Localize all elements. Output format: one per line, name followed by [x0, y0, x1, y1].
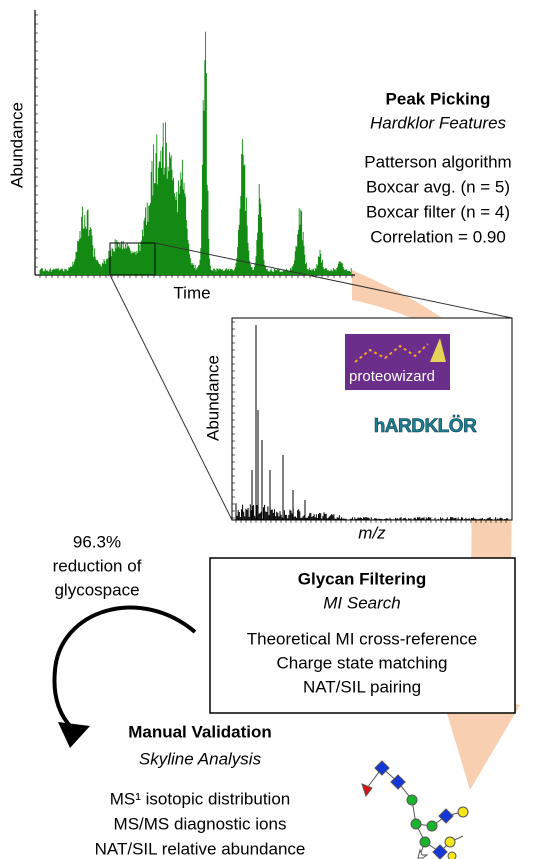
spectrum-ticks — [232, 321, 507, 523]
chromatogram-peaks — [39, 31, 352, 275]
chromatogram-trace — [39, 31, 352, 275]
manual-validation-line: MS¹ isotopic distribution — [110, 789, 290, 808]
zoom-line — [154, 242, 513, 319]
spectrum-y-label: Abundance — [203, 355, 222, 441]
manual-validation-line: MS/MS diagnostic ions — [114, 814, 287, 833]
manual-validation-subtitle: Skyline Analysis — [139, 749, 262, 768]
reduction-text: reduction of — [53, 556, 142, 575]
chrom-y-label: Abundance — [7, 102, 26, 188]
peak-picking-title: Peak Picking — [386, 89, 491, 108]
glycan-filtering-subtitle: MI Search — [323, 593, 400, 612]
glycan-filtering-box — [209, 557, 516, 714]
peak-picking-subtitle: Hardklor Features — [370, 113, 507, 132]
manual-validation-title: Manual Validation — [128, 722, 272, 741]
peak-picking-line: Boxcar avg. (n = 5) — [366, 177, 510, 196]
peak-picking-line: Correlation = 0.90 — [370, 227, 506, 246]
spectrum-trace — [235, 325, 509, 520]
glycan-filtering-line: Theoretical MI cross-reference — [247, 629, 478, 648]
spectrum-x-label: m/z — [358, 523, 386, 542]
hardklor-text: hARDKLÖR — [374, 416, 477, 437]
peak-picking-line: Patterson algorithm — [364, 152, 511, 171]
chrom-x-label: Time — [173, 283, 210, 302]
reduction-text: glycospace — [54, 580, 139, 599]
reduction-text: 96.3% — [73, 532, 121, 551]
reduction-arrowhead — [58, 722, 90, 748]
glycan-filtering-line: Charge state matching — [276, 653, 447, 672]
logo-decoration — [430, 338, 446, 362]
glycan-filtering-title: Glycan Filtering — [298, 569, 426, 588]
zoom-box — [109, 242, 156, 276]
zoom-line — [109, 274, 233, 521]
glycan-filtering-line: NAT/SIL pairing — [303, 677, 421, 696]
reduction-arrow — [52, 605, 197, 730]
manual-validation-line: NAT/SIL relative abundance — [95, 839, 306, 858]
proteowizard-text: proteowizard — [349, 368, 435, 385]
glycan-structure — [361, 760, 469, 859]
peak-picking-line: Boxcar filter (n = 4) — [366, 202, 510, 221]
spectrum-peaks — [235, 325, 509, 520]
chromatogram-ticks — [35, 14, 353, 278]
